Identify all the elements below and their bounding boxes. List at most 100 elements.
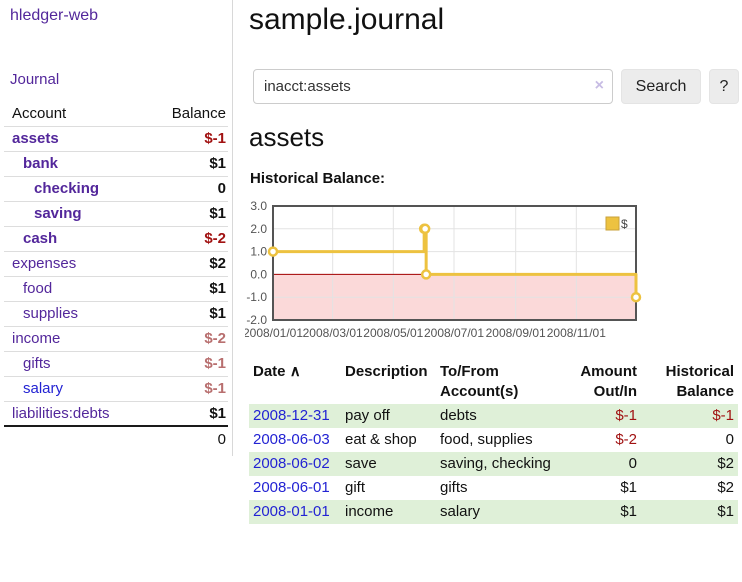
- data-point: [630, 291, 642, 303]
- account-link[interactable]: supplies: [23, 305, 79, 322]
- account-balance: $1: [149, 401, 228, 427]
- account-balance: $1: [149, 201, 228, 227]
- y-tick-label: -2.0: [246, 313, 267, 327]
- account-link[interactable]: checking: [34, 180, 100, 197]
- y-tick-label: -1.0: [246, 290, 267, 304]
- transaction-description: gift: [345, 479, 366, 496]
- column-header-balance: Historical Balance: [665, 363, 734, 400]
- transaction-date-link[interactable]: 2008-12-31: [253, 407, 330, 424]
- account-row: gifts $-1: [4, 351, 228, 377]
- account-row: salary $-1: [4, 376, 228, 402]
- account-balance: $1: [149, 151, 228, 177]
- y-tick-label: 0.0: [250, 267, 267, 281]
- search-button[interactable]: Search: [621, 69, 701, 104]
- accounts-body: assets $-1 bank $1: [4, 126, 228, 451]
- account-name-cell: supplies: [4, 301, 150, 327]
- transaction-row: 2008-06-03 eat & shop food, supplies $-2…: [249, 428, 738, 452]
- transactions-body: 2008-12-31 pay off debts $-1 $-1: [249, 404, 738, 524]
- transaction-amount: $1: [620, 503, 637, 520]
- account-name-cell: checking: [4, 176, 150, 202]
- account-name-cell: income: [4, 326, 150, 352]
- x-tick-label: 2008/09/01: [486, 326, 546, 340]
- main-content: sample.journal × Search ? assets Histori…: [234, 0, 742, 582]
- account-name-cell: salary: [4, 376, 150, 402]
- account-link[interactable]: food: [23, 280, 53, 297]
- page-title: sample.journal: [249, 3, 445, 36]
- account-balance: 0: [149, 176, 228, 202]
- column-header-amount: Amount Out/In: [580, 363, 637, 400]
- account-row: cash $-2: [4, 226, 228, 252]
- account-name-cell: saving: [4, 201, 150, 227]
- transaction-accounts: salary: [440, 503, 481, 520]
- transaction-date-cell: 2008-06-03: [249, 428, 341, 452]
- account-name-cell: cash: [4, 226, 150, 252]
- clear-search-icon[interactable]: ×: [594, 77, 604, 94]
- transaction-date-link[interactable]: 2008-06-03: [253, 431, 330, 448]
- account-name-cell: gifts: [4, 351, 150, 377]
- account-row: income $-2: [4, 326, 228, 352]
- account-balance: $-2: [149, 326, 228, 352]
- sidebar-item-journal[interactable]: Journal: [10, 71, 60, 88]
- transaction-date-link[interactable]: 2008-06-02: [253, 455, 330, 472]
- transaction-amount: 0: [628, 455, 637, 472]
- accounts-header-account: Account: [4, 101, 150, 127]
- search-input[interactable]: [253, 69, 613, 104]
- accounts-total-balance: 0: [149, 425, 228, 451]
- account-link[interactable]: liabilities:debts: [12, 404, 110, 422]
- help-button[interactable]: ?: [709, 69, 739, 104]
- sort-asc-icon: ∧: [289, 363, 301, 380]
- legend-swatch: [605, 216, 620, 231]
- search-bar: × Search ?: [253, 69, 739, 104]
- account-balance: $-1: [149, 126, 228, 152]
- account-link[interactable]: gifts: [23, 355, 51, 372]
- account-row: saving $1: [4, 201, 228, 227]
- account-link[interactable]: saving: [34, 205, 82, 222]
- account-heading: assets: [249, 122, 325, 152]
- account-name-cell: food: [4, 276, 150, 302]
- transaction-date-link[interactable]: 2008-06-01: [253, 479, 330, 496]
- transaction-row: 2008-01-01 income salary $1 $1: [249, 500, 738, 524]
- transaction-description: save: [345, 455, 377, 472]
- accounts-header-balance: Balance: [149, 101, 228, 127]
- transaction-row: 2008-12-31 pay off debts $-1 $-1: [249, 404, 738, 428]
- account-link[interactable]: expenses: [12, 255, 77, 272]
- account-row: liabilities:debts $1: [4, 401, 228, 427]
- transaction-date-cell: 2008-06-02: [249, 452, 341, 476]
- transaction-description: income: [345, 503, 394, 520]
- account-row: checking 0: [4, 176, 228, 202]
- account-link[interactable]: bank: [23, 155, 59, 172]
- x-tick-label: 2008/11/01: [547, 326, 606, 340]
- x-tick-label: 2008/07/01: [424, 326, 484, 340]
- account-link[interactable]: cash: [23, 230, 58, 247]
- account-link[interactable]: assets: [12, 130, 59, 147]
- accounts-total-row: 0: [4, 425, 228, 451]
- account-link[interactable]: income: [12, 330, 61, 347]
- account-balance: $1: [149, 276, 228, 302]
- transaction-date-link[interactable]: 2008-01-01: [253, 503, 330, 520]
- transaction-accounts: saving, checking: [440, 455, 551, 472]
- account-link[interactable]: salary: [23, 380, 64, 397]
- transaction-accounts: debts: [440, 407, 477, 424]
- y-tick-label: 1.0: [250, 245, 267, 259]
- data-point: [419, 223, 431, 235]
- transaction-row: 2008-06-02 save saving, checking 0 $2: [249, 452, 738, 476]
- accounts-total-spacer: [4, 425, 150, 451]
- data-point: [267, 246, 279, 257]
- account-name-cell: expenses: [4, 251, 150, 277]
- transaction-date-cell: 2008-12-31: [249, 404, 341, 428]
- transaction-description: eat & shop: [345, 431, 417, 448]
- account-row: food $1: [4, 276, 228, 302]
- account-row: bank $1: [4, 151, 228, 177]
- transaction-date-cell: 2008-06-01: [249, 476, 341, 500]
- search-input-wrap: ×: [253, 69, 613, 104]
- column-header-date[interactable]: Date ∧: [253, 363, 301, 380]
- account-balance: $2: [149, 251, 228, 277]
- data-point: [420, 269, 432, 280]
- chart-label: Historical Balance:: [250, 170, 386, 187]
- app-brand-link[interactable]: hledger-web: [10, 7, 99, 24]
- transaction-balance: $-1: [712, 407, 734, 424]
- account-row: supplies $1: [4, 301, 228, 327]
- transaction-accounts: food, supplies: [440, 431, 533, 448]
- account-name-cell: bank: [4, 151, 150, 177]
